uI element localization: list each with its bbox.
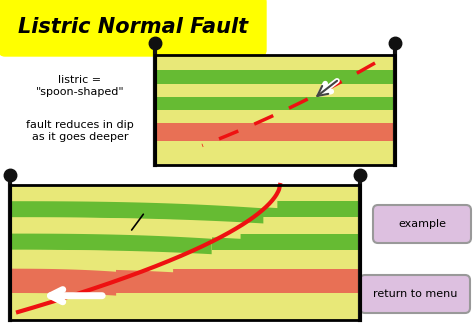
Text: example: example <box>398 219 446 229</box>
Polygon shape <box>10 234 212 254</box>
Bar <box>116 269 360 293</box>
Bar <box>155 55 395 70</box>
FancyBboxPatch shape <box>360 275 470 313</box>
Bar <box>155 141 395 165</box>
Text: Listric Normal Fault: Listric Normal Fault <box>18 17 248 37</box>
Bar <box>155 110 395 123</box>
Bar <box>155 55 395 165</box>
Bar <box>155 97 395 110</box>
Bar <box>10 185 360 320</box>
Bar <box>241 217 360 234</box>
Bar <box>155 123 395 141</box>
Text: "roll-over"
anticline: "roll-over" anticline <box>27 192 83 213</box>
Bar <box>212 234 360 250</box>
Polygon shape <box>10 201 264 223</box>
Bar <box>173 250 360 269</box>
Text: return to menu: return to menu <box>373 289 457 299</box>
Polygon shape <box>10 217 241 239</box>
FancyBboxPatch shape <box>0 0 266 56</box>
Bar <box>277 185 360 201</box>
Bar <box>155 70 395 84</box>
Polygon shape <box>10 185 277 208</box>
Text: fault reduces in dip
as it goes deeper: fault reduces in dip as it goes deeper <box>26 120 134 142</box>
FancyBboxPatch shape <box>373 205 471 243</box>
Bar <box>10 185 360 320</box>
Polygon shape <box>10 293 36 321</box>
Text: listric =
"spoon-shaped": listric = "spoon-shaped" <box>36 75 124 97</box>
Bar <box>264 201 360 217</box>
Bar <box>155 84 395 97</box>
Polygon shape <box>10 250 173 272</box>
Polygon shape <box>10 269 116 296</box>
Bar <box>36 293 360 320</box>
